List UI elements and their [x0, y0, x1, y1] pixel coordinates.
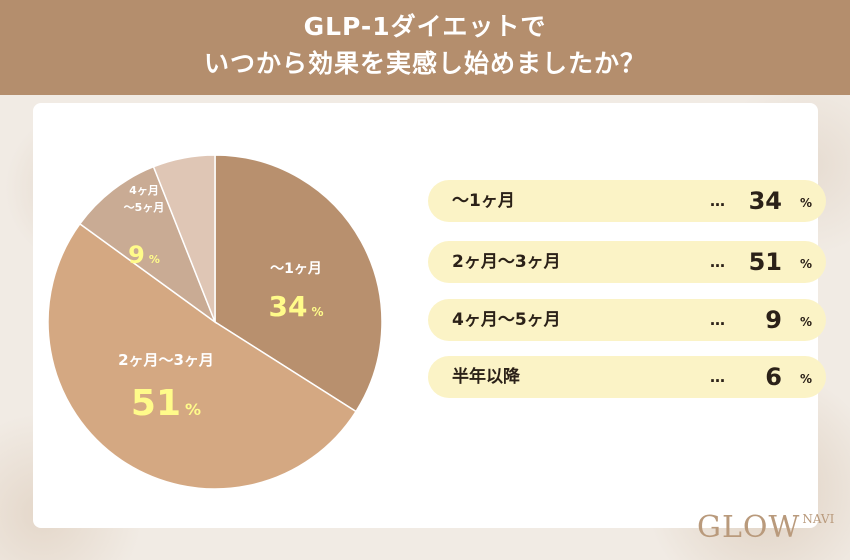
logo-main-text: GLOW [697, 510, 801, 545]
legend-label: 2ヶ月〜3ヶ月 [452, 252, 561, 272]
legend-value: 6 [765, 363, 782, 391]
pie-chart: 〜1ヶ月 34 % 2ヶ月〜3ヶ月 51 % 4ヶ月〜5ヶ月 9% [47, 154, 383, 490]
pie-slice [47, 222, 358, 490]
page-title-line2: いつから効果を実感し始めましたか？ [203, 49, 646, 78]
pie-slice [152, 154, 216, 323]
legend-value: 9 [765, 306, 782, 334]
legend-dots: … [710, 311, 725, 329]
pie-slice [214, 154, 383, 413]
page-title-line1: GLP-1ダイエットで [303, 12, 547, 41]
legend-percent: % [799, 257, 812, 271]
brand-logo: GLOW NAVI [697, 510, 834, 545]
legend-label: 〜1ヶ月 [452, 191, 515, 211]
legend-row: 2ヶ月〜3ヶ月 … 51 % [428, 241, 826, 283]
legend-row: 〜1ヶ月 … 34 % [428, 180, 826, 222]
legend-dots: … [710, 192, 725, 210]
legend-label: 4ヶ月〜5ヶ月 [452, 310, 561, 330]
legend-dots: … [710, 253, 725, 271]
slice-value-label: 34% [269, 290, 324, 323]
slice-value-label: 51% [131, 383, 201, 424]
slice-name-label: 2ヶ月〜3ヶ月 [118, 351, 214, 369]
legend-percent: % [799, 196, 812, 210]
legend-row: 半年以降 … 6 % [428, 356, 826, 398]
legend-label: 半年以降 [452, 367, 520, 387]
logo-sub-text: NAVI [802, 512, 835, 526]
slice-name-label: 4ヶ月〜5ヶ月 [124, 184, 165, 214]
slice-name-label: 〜1ヶ月 [270, 261, 322, 277]
chart-card: 〜1ヶ月 34% 2ヶ月〜3ヶ月 51% 4ヶ月〜5ヶ月 9% 〜1ヶ月 … 34 % 2… [33, 103, 826, 528]
legend-dots: … [710, 368, 725, 386]
title-banner: GLP-1ダイエットで いつから効果を実感し始めましたか？ [0, 0, 850, 95]
legend-row: 4ヶ月〜5ヶ月 … 9 % [428, 299, 826, 341]
legend-value: 34 [748, 187, 782, 215]
legend-value: 51 [748, 248, 782, 276]
slice-value-label: 9% [128, 241, 160, 269]
pie-slice [78, 165, 217, 325]
legend-percent: % [799, 372, 812, 386]
legend-percent: % [799, 315, 812, 329]
